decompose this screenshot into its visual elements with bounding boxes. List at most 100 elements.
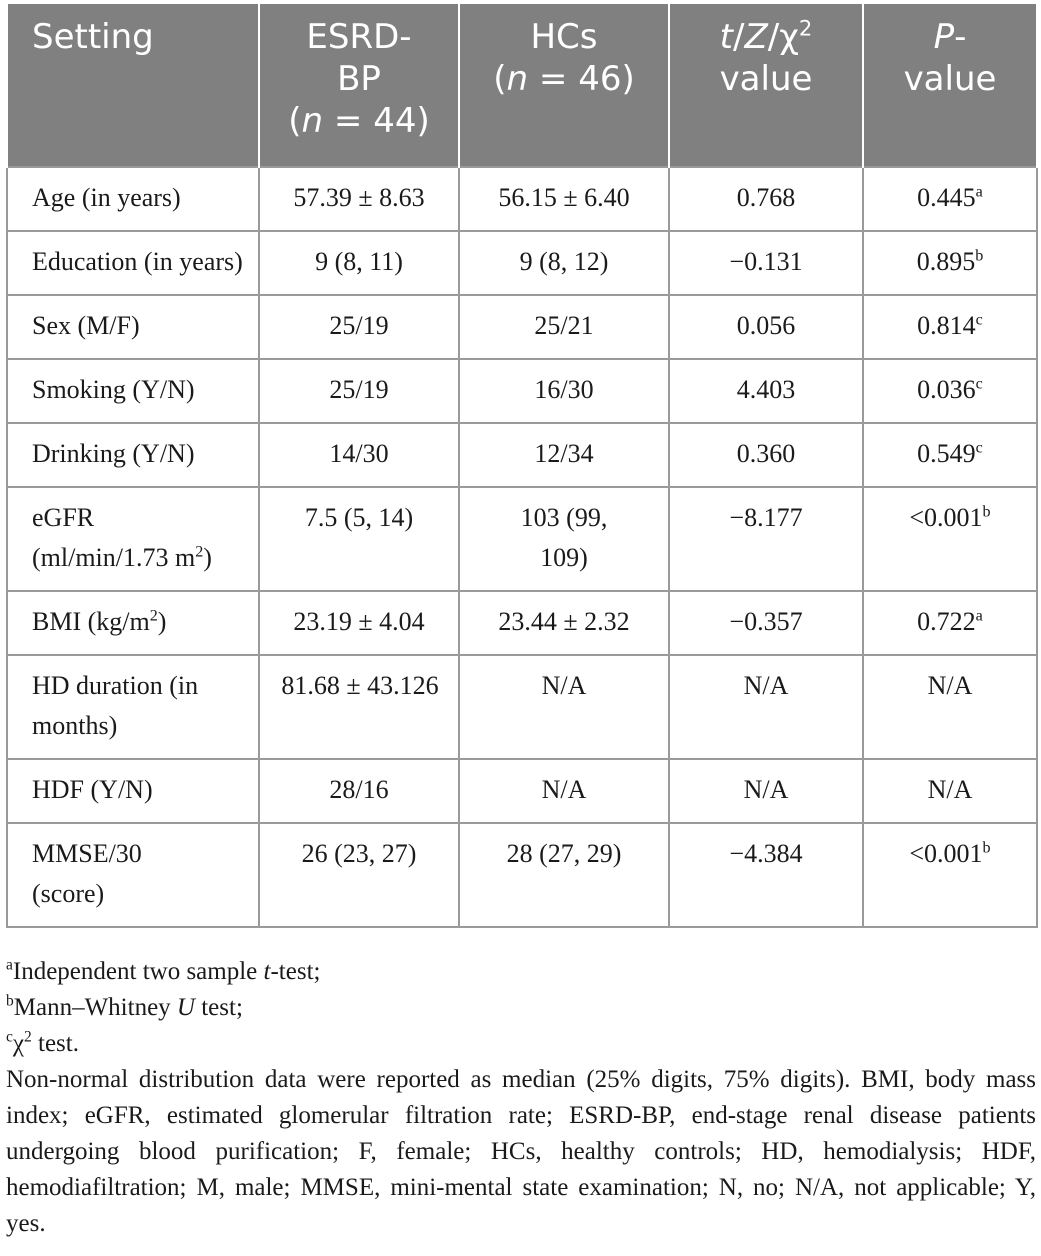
table-row-drinking: Drinking (Y/N) 14/30 12/34 0.360 0.549c [6,422,1038,488]
row-label-line2: (ml/min/1.73 m [32,543,196,572]
p-value: <0.001 [909,503,983,532]
cell-stat: 0.056 [668,294,864,360]
cell-hcs: 28 (27, 29) [458,822,670,928]
footnote-a-text: Independent two sample [12,958,264,985]
header-p-line2: value [903,59,997,99]
cell-hcs: 25/21 [458,294,670,360]
footnote-c-text: χ [12,1030,24,1057]
header-stat-sup: 2 [798,15,813,41]
p-footnote-mark: c [975,375,983,393]
cell-esrd: 9 (8, 11) [258,230,460,296]
row-label: HDF (Y/N) [6,758,260,824]
cell-stat: −8.177 [668,486,864,592]
p-footnote-mark: a [975,183,983,201]
footnote-a-post: -test; [270,958,321,985]
cell-esrd: 81.68 ± 43.126 [258,654,460,760]
footnote-a: aIndependent two sample t-test; [6,954,1036,990]
header-esrd-n-suffix: = 44) [323,101,430,141]
p-footnote-mark: b [982,839,991,857]
footnote-b-mark: b [6,992,14,1010]
row-label: Age (in years) [6,166,260,232]
cell-hcs-line1: 103 (99, [520,503,608,532]
cell-stat: 0.360 [668,422,864,488]
row-label: BMI (kg/m2) [6,590,260,656]
table-row-education: Education (in years) 9 (8, 11) 9 (8, 12)… [6,230,1038,296]
footnote-c-sup: 2 [24,1028,32,1046]
cell-stat: N/A [668,654,864,760]
abbreviations-note: Non-normal distribution data were report… [6,1066,1036,1237]
cell-hcs: N/A [458,758,670,824]
header-p-dash: - [954,17,967,57]
p-value: <0.001 [909,839,983,868]
p-value: 0.895 [916,247,976,276]
header-esrd-line2: BP [337,59,381,99]
table-row-age: Age (in years) 57.39 ± 8.63 56.15 ± 6.40… [6,166,1038,232]
cell-esrd: 7.5 (5, 14) [258,486,460,592]
cell-esrd: 28/16 [258,758,460,824]
footnote-b-post: test; [194,994,243,1021]
row-label-end: ) [203,543,212,572]
cell-hcs: 23.44 ± 2.32 [458,590,670,656]
cell-stat: 4.403 [668,358,864,424]
row-label: HD duration (in months) [6,654,260,760]
header-row: Setting ESRD- BP (n = 44) HCs (n = 46) t… [6,4,1038,167]
p-value: 0.722 [917,607,976,636]
header-hcs-n-prefix: ( [493,59,507,99]
row-label-line1: MMSE/30 [32,839,142,868]
row-label-line2: (score) [32,879,105,908]
cell-p: 0.895b [862,230,1038,296]
cell-hcs-line2: 109) [540,543,588,572]
cell-esrd: 25/19 [258,294,460,360]
header-hcs-n-italic: n [506,59,529,99]
row-label: Education (in years) [6,230,260,296]
cell-hcs: 9 (8, 12) [458,230,670,296]
cell-p: N/A [862,758,1038,824]
header-test-statistic: t/Z/χ2 value [668,4,864,167]
p-footnote-mark: c [975,439,983,457]
footnote-b-italic: U [176,994,195,1021]
header-p-italic: P [933,17,955,57]
cell-stat: 0.768 [668,166,864,232]
cell-stat: N/A [668,758,864,824]
cell-esrd: 23.19 ± 4.04 [258,590,460,656]
header-p-value: P- value [862,4,1038,167]
cell-esrd: 25/19 [258,358,460,424]
footnote-a-mark: a [6,956,13,974]
header-esrd-line1: ESRD- [306,17,412,57]
row-label-pre: BMI (kg/m [32,607,150,636]
cell-p: 0.549c [862,422,1038,488]
cell-p: 0.722a [862,590,1038,656]
row-label: MMSE/30 (score) [6,822,260,928]
cell-hcs: 56.15 ± 6.40 [458,166,670,232]
cell-hcs: 16/30 [458,358,670,424]
cell-p: 0.814c [862,294,1038,360]
cell-esrd: 14/30 [258,422,460,488]
row-label: Smoking (Y/N) [6,358,260,424]
demographics-table: Setting ESRD- BP (n = 44) HCs (n = 46) t… [6,4,1038,928]
table-row-egfr: eGFR (ml/min/1.73 m2) 7.5 (5, 14) 103 (99… [6,486,1038,592]
header-esrd-n-prefix: ( [288,101,302,141]
header-setting: Setting [6,4,260,167]
cell-esrd: 26 (23, 27) [258,822,460,928]
footnote-c: cχ2 test. [6,1026,1036,1062]
header-hcs-line1: HCs [530,17,598,57]
footnote-c-post: test. [31,1030,79,1057]
cell-stat: −4.384 [668,822,864,928]
table-header: Setting ESRD- BP (n = 44) HCs (n = 46) t… [6,4,1038,167]
header-hcs: HCs (n = 46) [458,4,670,167]
cell-p: N/A [862,654,1038,760]
footnote-b-text: Mann–Whitney [13,994,177,1021]
p-value: 0.549 [917,439,976,468]
cell-p: <0.001b [862,822,1038,928]
header-setting-text: Setting [32,17,154,57]
table-row-mmse: MMSE/30 (score) 26 (23, 27) 28 (27, 29) −… [6,822,1038,928]
header-stat-line2: value [719,59,813,99]
p-footnote-mark: c [975,311,983,329]
cell-p: <0.001b [862,486,1038,592]
header-esrd-n-italic: n [301,101,324,141]
cell-hcs: 12/34 [458,422,670,488]
header-stat-z: Z [744,17,768,57]
cell-stat: −0.357 [668,590,864,656]
p-footnote-mark: b [982,503,991,521]
footnote-c-mark: c [6,1028,13,1046]
